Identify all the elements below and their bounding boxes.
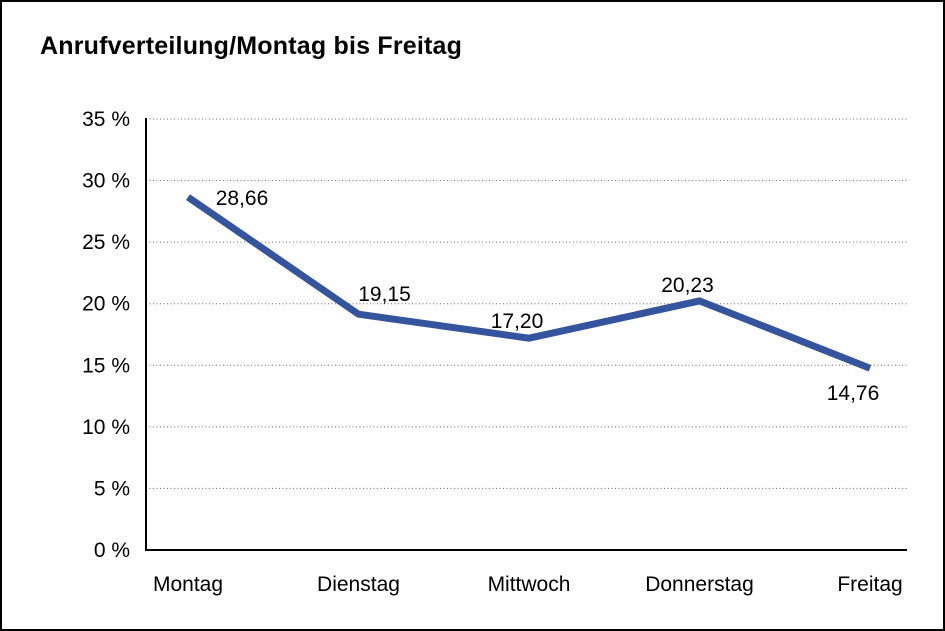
data-point-label: 17,20: [491, 310, 544, 333]
chart-title: Anrufverteilung/Montag bis Freitag: [40, 32, 463, 60]
data-point-label: 19,15: [358, 283, 411, 306]
y-axis-tick-label: 20 %: [82, 293, 130, 316]
x-axis-category-label: Dienstag: [317, 573, 400, 596]
data-line: [186, 194, 872, 372]
x-axis-category-label: Freitag: [837, 573, 902, 596]
x-axis-category-label: Donnerstag: [645, 573, 754, 596]
x-axis-category-label: Mittwoch: [488, 573, 571, 596]
data-point-label: 14,76: [827, 382, 880, 405]
y-axis-tick-label: 15 %: [82, 354, 130, 377]
data-point-label: 20,23: [661, 274, 714, 297]
y-axis-tick-label: 30 %: [82, 170, 130, 193]
y-axis-tick-label: 10 %: [82, 416, 130, 439]
data-point-label: 28,66: [216, 187, 269, 210]
y-axis-tick-label: 25 %: [82, 231, 130, 254]
y-axis-tick-label: 0 %: [94, 539, 130, 562]
y-axis-tick-label: 35 %: [82, 108, 130, 131]
x-axis-category-label: Montag: [153, 573, 223, 596]
y-axis-tick-label: 5 %: [94, 477, 130, 500]
